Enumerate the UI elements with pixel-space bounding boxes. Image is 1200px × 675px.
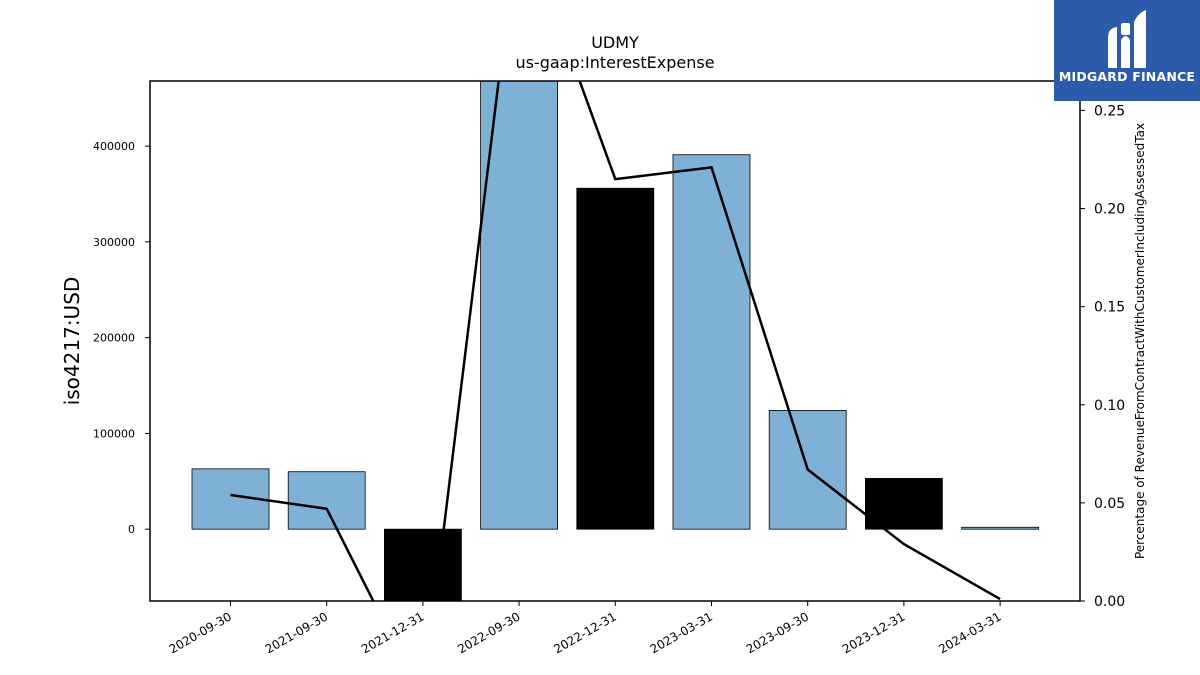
chart-subtitle: us-gaap:InterestExpense xyxy=(515,53,714,72)
x-tick-label: 2022-09-30 xyxy=(455,609,522,656)
y2-tick-label: 0.00 xyxy=(1094,594,1125,610)
y-axis: 0 100000 200000 300000 400000 xyxy=(93,140,150,536)
x-tick-label: 2021-12-31 xyxy=(359,609,426,656)
x-tick-label: 2023-09-30 xyxy=(744,609,811,656)
y2-tick-label: 0.20 xyxy=(1094,202,1125,218)
y-axis-label: iso4217:USD xyxy=(60,277,84,406)
logo-mark-icon xyxy=(1108,10,1146,68)
x-tick-label: 2020-09-30 xyxy=(167,609,234,656)
bar xyxy=(576,187,655,530)
x-tick-label: 2021-09-30 xyxy=(263,609,330,656)
y2-tick-label: 0.15 xyxy=(1094,300,1125,316)
y-tick-label: 100000 xyxy=(93,427,135,440)
chart-title: UDMY xyxy=(591,33,639,52)
x-tick-label: 2023-12-31 xyxy=(840,609,907,656)
x-tick-label: 2024-03-31 xyxy=(936,609,1003,656)
y-tick-label: 300000 xyxy=(93,236,135,249)
y-tick-label: 0 xyxy=(128,523,135,536)
y2-axis-label: Percentage of RevenueFromContractWithCus… xyxy=(1133,123,1147,559)
y2-tick-label: 0.05 xyxy=(1094,496,1125,512)
logo-text: MIDGARD FINANCE xyxy=(1058,69,1196,84)
y-tick-label: 400000 xyxy=(93,140,135,153)
logo: MIDGARD FINANCE xyxy=(1054,0,1200,101)
y-tick-label: 200000 xyxy=(93,332,135,345)
bar xyxy=(865,478,943,530)
bar xyxy=(961,526,1039,530)
y2-tick-label: 0.10 xyxy=(1094,398,1125,414)
y2-tick-label: 0.25 xyxy=(1094,103,1125,119)
bar xyxy=(480,81,559,530)
bar-group xyxy=(191,81,1039,601)
bar xyxy=(672,154,751,530)
bar xyxy=(287,471,366,530)
line-group xyxy=(230,81,1001,601)
y2-axis: 0.00 0.05 0.10 0.15 0.20 0.25 xyxy=(1080,103,1125,610)
bar xyxy=(383,528,462,601)
x-tick-label: 2022-12-31 xyxy=(551,609,618,656)
series-line xyxy=(230,81,1001,601)
x-tick-label: 2023-03-31 xyxy=(648,609,715,656)
x-axis: 2020-09-30 2021-09-30 2021-12-31 2022-09-30… xyxy=(167,601,1004,656)
